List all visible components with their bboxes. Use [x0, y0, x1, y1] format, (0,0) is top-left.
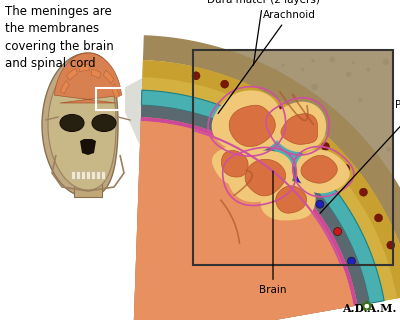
Bar — [91, 171, 95, 179]
Circle shape — [301, 68, 304, 71]
Polygon shape — [133, 90, 384, 320]
Polygon shape — [222, 150, 248, 177]
Polygon shape — [103, 70, 114, 84]
Bar — [71, 171, 75, 179]
Circle shape — [299, 123, 307, 131]
Ellipse shape — [92, 115, 116, 132]
Polygon shape — [261, 181, 316, 220]
Text: Arachnoid: Arachnoid — [218, 10, 316, 114]
Circle shape — [358, 98, 363, 102]
Bar — [74, 157, 102, 197]
Text: Brain: Brain — [259, 171, 287, 295]
Circle shape — [294, 176, 302, 184]
Circle shape — [270, 154, 278, 162]
Circle shape — [311, 59, 315, 63]
Circle shape — [387, 241, 395, 249]
Bar — [193, 50, 393, 265]
Circle shape — [311, 84, 318, 90]
Bar — [81, 171, 85, 179]
Circle shape — [316, 200, 324, 208]
Polygon shape — [133, 117, 358, 320]
Circle shape — [360, 188, 368, 196]
Polygon shape — [212, 143, 257, 185]
Polygon shape — [276, 186, 306, 213]
Circle shape — [192, 72, 200, 80]
Polygon shape — [78, 64, 89, 72]
Bar — [193, 50, 393, 265]
Polygon shape — [227, 150, 293, 202]
Text: The meninges are
the membranes
covering the brain
and spinal cord: The meninges are the membranes covering … — [5, 5, 114, 70]
Circle shape — [346, 71, 352, 77]
Circle shape — [280, 95, 286, 101]
Circle shape — [274, 106, 282, 114]
Circle shape — [352, 61, 355, 65]
Circle shape — [295, 101, 300, 107]
Polygon shape — [133, 60, 400, 320]
Circle shape — [285, 91, 291, 97]
Bar — [96, 171, 100, 179]
Ellipse shape — [60, 115, 84, 132]
Polygon shape — [281, 114, 318, 144]
Circle shape — [296, 90, 303, 97]
Polygon shape — [133, 121, 354, 320]
Circle shape — [221, 80, 229, 88]
Bar — [193, 50, 393, 265]
Polygon shape — [91, 69, 101, 78]
Polygon shape — [141, 117, 358, 306]
Circle shape — [329, 57, 335, 62]
Polygon shape — [54, 53, 122, 103]
Polygon shape — [270, 102, 326, 152]
Circle shape — [310, 105, 316, 112]
Circle shape — [383, 59, 389, 65]
Circle shape — [282, 63, 285, 66]
Text: ✿: ✿ — [360, 299, 372, 313]
Polygon shape — [42, 53, 118, 197]
Polygon shape — [212, 90, 282, 153]
Polygon shape — [245, 159, 286, 196]
Text: Pia mater: Pia mater — [320, 100, 400, 213]
Polygon shape — [48, 60, 116, 190]
Polygon shape — [141, 90, 384, 303]
Polygon shape — [111, 84, 119, 98]
Circle shape — [386, 147, 391, 152]
Polygon shape — [301, 156, 337, 183]
Circle shape — [286, 82, 289, 86]
Circle shape — [274, 68, 278, 72]
Polygon shape — [142, 60, 400, 299]
Polygon shape — [141, 105, 369, 305]
Bar — [96, 88, 124, 110]
Circle shape — [248, 92, 256, 100]
Circle shape — [334, 228, 342, 236]
Circle shape — [242, 136, 250, 144]
Text: Dura mater (2 layers): Dura mater (2 layers) — [206, 0, 320, 65]
Circle shape — [374, 214, 382, 222]
Polygon shape — [67, 68, 77, 80]
Circle shape — [213, 123, 221, 131]
Polygon shape — [143, 35, 400, 295]
Polygon shape — [142, 77, 397, 301]
Polygon shape — [124, 50, 193, 265]
Circle shape — [348, 257, 356, 265]
Bar — [101, 171, 105, 179]
Polygon shape — [60, 81, 69, 94]
Circle shape — [321, 142, 329, 150]
Polygon shape — [229, 105, 275, 147]
Bar — [76, 171, 80, 179]
Circle shape — [366, 68, 370, 71]
Bar — [86, 171, 90, 179]
Text: A.D.A.M.: A.D.A.M. — [342, 303, 396, 314]
Circle shape — [342, 164, 350, 172]
Polygon shape — [296, 150, 350, 193]
Polygon shape — [80, 139, 96, 155]
